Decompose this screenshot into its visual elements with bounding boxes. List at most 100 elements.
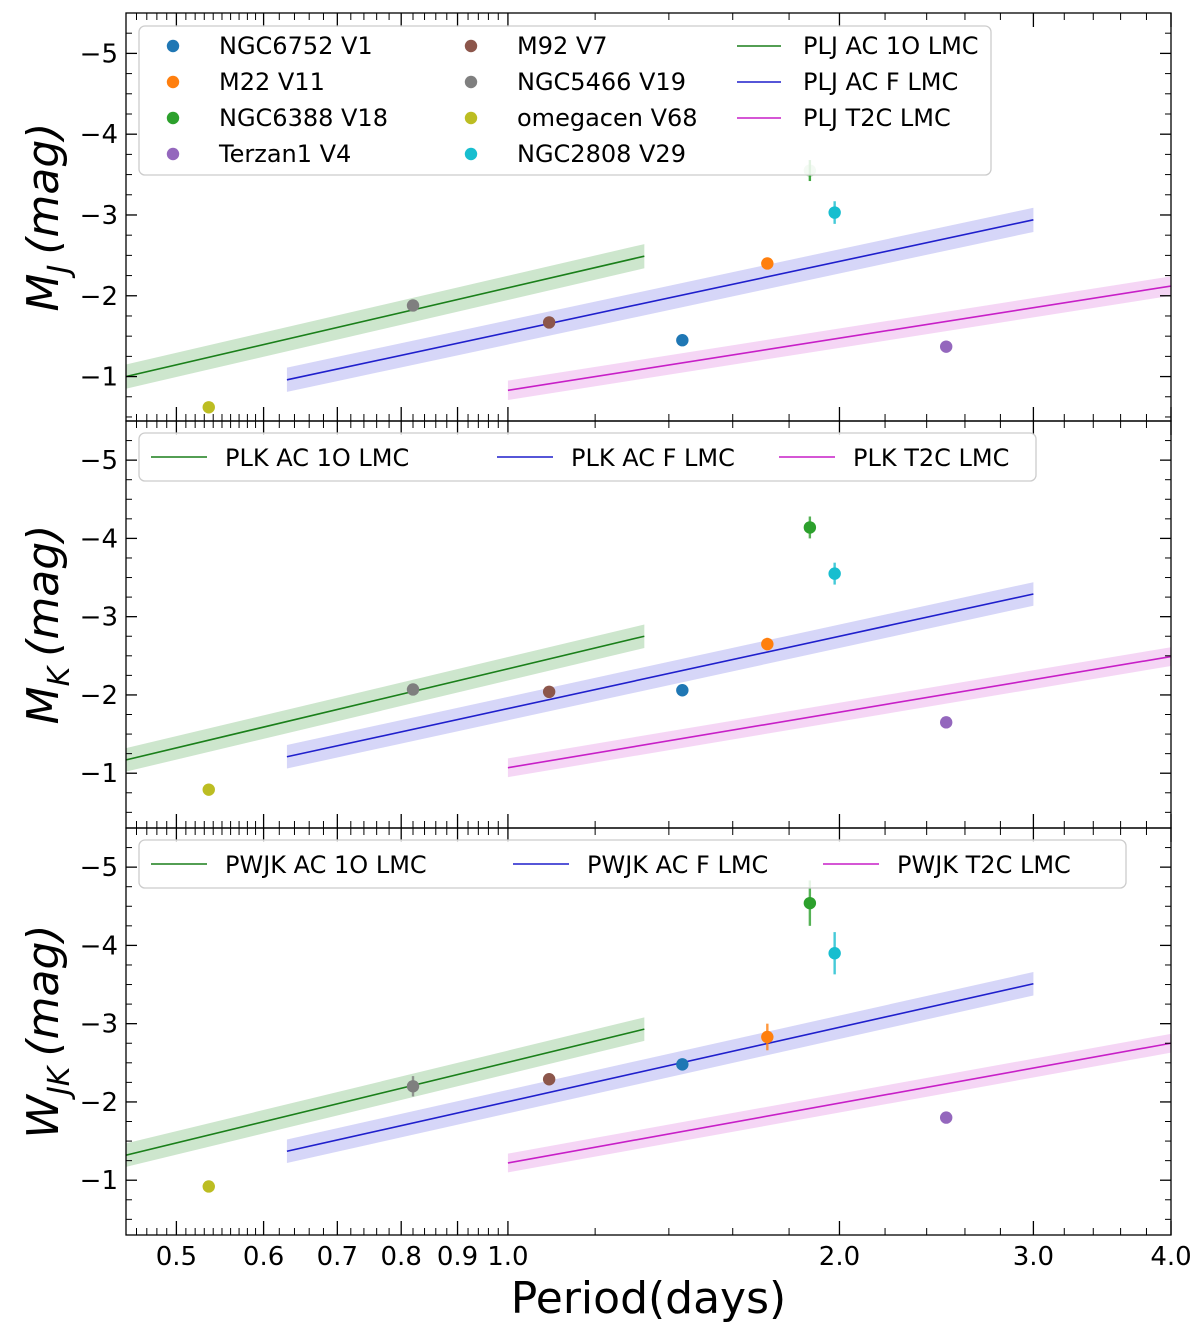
y-axis-title: WJK(mag) xyxy=(18,924,77,1138)
y-tick-label: −3 xyxy=(80,1010,118,1040)
data-point-ngc6752-v1 xyxy=(676,334,689,347)
data-point-m22-v11 xyxy=(761,257,774,270)
legend-label: PLK T2C LMC xyxy=(853,444,1009,472)
data-point-terzan1-v4 xyxy=(939,716,953,729)
legend-label: M22 V11 xyxy=(219,68,325,96)
data-point-m92-v7 xyxy=(542,316,556,329)
legend-label: NGC5466 V19 xyxy=(517,68,686,96)
x-tick-label: 0.9 xyxy=(437,1242,478,1272)
data-point-ngc2808-v29 xyxy=(828,206,841,219)
data-point-omegacen-v68 xyxy=(202,1180,215,1193)
legend-label: PLJ T2C LMC xyxy=(803,104,951,132)
y-axis-title: MJ(mag) xyxy=(18,123,77,312)
panel-j: −1 −2 −3 −4 −5 MJ(mag) NGC6752 V1 M22 V11 NGC638… xyxy=(18,12,1172,422)
legend-box xyxy=(138,432,1037,482)
data-point-m92-v7 xyxy=(542,685,556,699)
relation-line-ac-1o xyxy=(126,1028,645,1156)
x-tick-label: 2.0 xyxy=(819,1242,860,1272)
legend-marker xyxy=(166,39,180,53)
data-point-ngc6388-v18 xyxy=(803,896,817,910)
panel-frame xyxy=(125,420,1172,829)
x-tick-label: 1.0 xyxy=(487,1242,528,1272)
relation-line-ac-1o xyxy=(126,635,645,761)
y-tick-label: −3 xyxy=(80,201,118,231)
x-tick-label: 0.6 xyxy=(243,1242,284,1272)
legend-marker xyxy=(166,147,180,161)
legend-label: NGC2808 V29 xyxy=(517,140,686,168)
data-point-ngc6752-v1 xyxy=(676,1058,689,1071)
data-point-m22-v11 xyxy=(761,637,774,651)
legend-marker xyxy=(166,75,180,89)
plot-area xyxy=(126,160,1171,414)
panel-frame xyxy=(125,827,1172,1236)
legend-label: M92 V7 xyxy=(517,32,608,60)
y-tick-label: −2 xyxy=(80,681,118,711)
y-tick-label: −4 xyxy=(80,931,118,961)
relation-line-ac-f xyxy=(286,593,1034,758)
legend-label: PLJ AC 1O LMC xyxy=(803,32,979,60)
data-point-ngc5466-v19 xyxy=(406,1080,420,1093)
x-tick-label: 0.5 xyxy=(156,1242,197,1272)
data-point-m92-v7 xyxy=(542,1073,556,1086)
y-tick-label: −5 xyxy=(80,853,118,883)
legend: PWJK AC 1O LMC PWJK AC F LMC PWJK T2C LMC xyxy=(138,839,1127,889)
x-tick-label: 0.7 xyxy=(317,1242,358,1272)
data-point-terzan1-v4 xyxy=(939,340,953,353)
legend-marker xyxy=(464,111,478,125)
legend-marker xyxy=(464,39,478,53)
relation-line-t2c xyxy=(507,285,1171,392)
x-tick-label: 3.0 xyxy=(1013,1242,1054,1272)
data-point-omegacen-v68 xyxy=(202,401,215,414)
y-tick-label: −4 xyxy=(80,120,118,150)
legend: PLK AC 1O LMC PLK AC F LMC PLK T2C LMC xyxy=(138,432,1037,482)
y-tick-label: −3 xyxy=(80,603,118,633)
legend-label: PWJK T2C LMC xyxy=(897,851,1071,879)
x-axis-title: Period(days) xyxy=(511,1273,786,1324)
data-point-omegacen-v68 xyxy=(202,783,215,796)
data-point-ngc6388-v18 xyxy=(803,521,817,534)
legend-label: NGC6388 V18 xyxy=(219,104,388,132)
data-point-ngc2808-v29 xyxy=(828,947,841,960)
x-tick-label: 0.8 xyxy=(381,1242,422,1272)
legend-marker xyxy=(464,75,478,89)
legend-label: PWJK AC F LMC xyxy=(587,851,768,879)
plot-area xyxy=(126,516,1171,796)
legend-label: PLK AC F LMC xyxy=(571,444,735,472)
relation-line-ac-f xyxy=(286,982,1034,1153)
legend-marker xyxy=(166,111,180,125)
data-point-ngc6752-v1 xyxy=(676,684,689,697)
legend-box xyxy=(138,25,992,176)
y-tick-label: −1 xyxy=(80,363,118,393)
x-tick-label: 4.0 xyxy=(1150,1242,1191,1272)
legend-label: PWJK AC 1O LMC xyxy=(225,851,427,879)
y-axis-title: MK(mag) xyxy=(18,525,77,725)
panel-k: −1 −2 −3 −4 −5 MK(mag) PLK AC 1O LMC PLK AC F L… xyxy=(18,420,1172,829)
legend-box xyxy=(138,839,1127,889)
legend: NGC6752 V1 M22 V11 NGC6388 V18 Terzan1 V4 M9… xyxy=(138,25,992,176)
y-tick-label: −4 xyxy=(80,524,118,554)
data-point-terzan1-v4 xyxy=(939,1111,953,1124)
legend-label: PLK AC 1O LMC xyxy=(225,444,409,472)
y-tick-label: −1 xyxy=(80,759,118,789)
y-tick-label: −1 xyxy=(80,1166,118,1196)
data-point-ngc5466-v19 xyxy=(406,299,420,312)
y-tick-label: −5 xyxy=(80,39,118,69)
data-point-ngc2808-v29 xyxy=(828,567,841,580)
y-tick-label: −5 xyxy=(80,446,118,476)
y-tick-label: −2 xyxy=(80,1088,118,1118)
legend-label: Terzan1 V4 xyxy=(218,140,351,168)
y-tick-label: −2 xyxy=(80,282,118,312)
relation-line-ac-1o xyxy=(126,255,645,378)
relation-line-t2c xyxy=(507,655,1171,769)
legend-label: omegacen V68 xyxy=(517,104,698,132)
plot-area xyxy=(126,880,1171,1193)
legend-marker xyxy=(464,147,478,161)
legend-label: PLJ AC F LMC xyxy=(803,68,958,96)
relation-line-t2c xyxy=(507,1042,1171,1164)
legend-label: NGC6752 V1 xyxy=(219,32,373,60)
relation-line-ac-f xyxy=(286,219,1034,381)
data-point-m22-v11 xyxy=(761,1030,774,1044)
data-point-ngc5466-v19 xyxy=(406,683,420,696)
